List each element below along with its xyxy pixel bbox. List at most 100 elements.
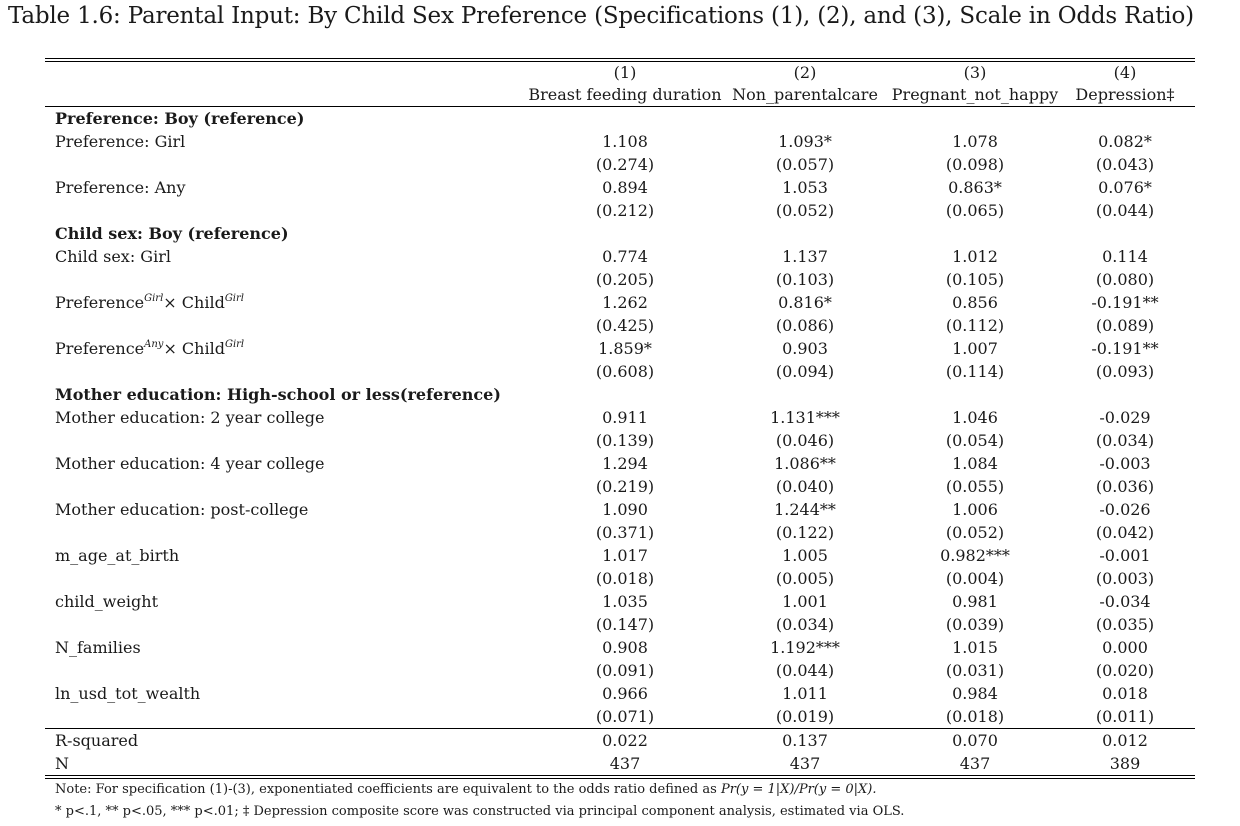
row-label: PreferenceAny× ChildGirl bbox=[45, 337, 525, 360]
coefficient-cell: 1.294 bbox=[602, 454, 648, 473]
row-label: Preference: Any bbox=[55, 178, 186, 197]
coefficient-cell: 1.137 bbox=[782, 247, 828, 266]
standard-error-cell: (0.005) bbox=[775, 569, 835, 588]
coefficient-cell: 0.908 bbox=[602, 638, 648, 657]
standard-error-cell: (0.044) bbox=[775, 661, 835, 680]
standard-error-cell: (0.043) bbox=[1095, 155, 1155, 174]
label-text: Preference bbox=[55, 339, 145, 358]
coefficient-cell: 1.244** bbox=[774, 500, 836, 519]
row-label: child_weight bbox=[55, 592, 158, 611]
standard-error-cell: (0.122) bbox=[775, 523, 835, 542]
coefficient-cell: 0.774 bbox=[602, 247, 648, 266]
coefficient-cell: 1.017 bbox=[602, 546, 648, 565]
regression-table: (1) (2) (3) (4) Breast feeding duration … bbox=[45, 58, 1195, 823]
standard-error-cell: (0.608) bbox=[595, 362, 655, 381]
standard-error-cell: (0.039) bbox=[945, 615, 1005, 634]
standard-error-cell: (0.003) bbox=[1095, 569, 1155, 588]
standard-error-cell: (0.054) bbox=[945, 431, 1005, 450]
coefficient-cell: 0.863* bbox=[948, 178, 1002, 197]
coefficient-cell: 0.981 bbox=[952, 592, 998, 611]
note-line-1: Note: For specification (1)-(3), exponen… bbox=[55, 779, 1195, 801]
standard-error-cell: (0.091) bbox=[595, 661, 655, 680]
coefficient-cell: 0.076* bbox=[1098, 178, 1152, 197]
coefficient-cell: -0.029 bbox=[1099, 408, 1151, 427]
coefficient-cell: 0.082* bbox=[1098, 132, 1152, 151]
column-name: Non_parentalcare bbox=[732, 85, 878, 104]
standard-error-cell: (0.018) bbox=[595, 569, 655, 588]
coefficient-cell: 1.046 bbox=[952, 408, 998, 427]
standard-error-cell: (0.036) bbox=[1095, 477, 1155, 496]
coefficient-row: Mother education: post-college 1.090 1.244… bbox=[45, 498, 1195, 521]
standard-error-cell: (0.046) bbox=[775, 431, 835, 450]
coefficient-cell: 1.131*** bbox=[770, 408, 840, 427]
standard-error-cell: (0.019) bbox=[775, 707, 835, 726]
column-name: Pregnant_not_happy bbox=[891, 85, 1059, 104]
column-number: (3) bbox=[963, 63, 987, 82]
coefficient-row: Child sex: Girl 0.774 1.137 1.012 0.114 bbox=[45, 245, 1195, 268]
section-label: Mother education: High-school or less(re… bbox=[55, 385, 501, 404]
coefficient-cell: -0.191** bbox=[1091, 339, 1159, 358]
bottom-double-rule bbox=[45, 775, 1195, 779]
section-header-row: Preference: Boy (reference) bbox=[45, 107, 1195, 130]
column-number: (2) bbox=[793, 63, 817, 82]
coefficient-cell: 1.262 bbox=[602, 293, 648, 312]
standard-error-row: (0.274) (0.057) (0.098) (0.043) bbox=[45, 153, 1195, 176]
table-caption: Table 1.6: Parental Input: By Child Sex … bbox=[8, 3, 1194, 29]
coefficient-row: Preference: Any 0.894 1.053 0.863* 0.076* bbox=[45, 176, 1195, 199]
coefficient-cell: 0.000 bbox=[1102, 638, 1148, 657]
standard-error-cell: (0.089) bbox=[1095, 316, 1155, 335]
note-formula: Pr(y = 1|X)/Pr(y = 0|X). bbox=[720, 782, 877, 797]
standard-error-cell: (0.052) bbox=[945, 523, 1005, 542]
coefficient-cell: -0.034 bbox=[1099, 592, 1151, 611]
standard-error-cell: (0.425) bbox=[595, 316, 655, 335]
coefficient-row: m_age_at_birth 1.017 1.005 0.982*** -0.001 bbox=[45, 544, 1195, 567]
header-names-row: Breast feeding duration Non_parentalcare… bbox=[45, 84, 1195, 106]
coefficient-cell: 1.012 bbox=[952, 247, 998, 266]
standard-error-cell: (0.011) bbox=[1095, 707, 1155, 726]
header-rule bbox=[45, 106, 1195, 107]
standard-error-row: (0.091) (0.044) (0.031) (0.020) bbox=[45, 659, 1195, 682]
standard-error-row: (0.608) (0.094) (0.114) (0.093) bbox=[45, 360, 1195, 383]
standard-error-cell: (0.034) bbox=[1095, 431, 1155, 450]
standard-error-cell: (0.071) bbox=[595, 707, 655, 726]
coefficient-cell: 1.108 bbox=[602, 132, 648, 151]
row-label: m_age_at_birth bbox=[55, 546, 180, 565]
standard-error-cell: (0.042) bbox=[1095, 523, 1155, 542]
coefficient-row: child_weight 1.035 1.001 0.981 -0.034 bbox=[45, 590, 1195, 613]
standard-error-cell: (0.219) bbox=[595, 477, 655, 496]
table-body: Preference: Boy (reference) Preference: G… bbox=[45, 107, 1195, 728]
statistic-cell: 0.137 bbox=[782, 731, 828, 750]
row-label: Mother education: 4 year college bbox=[55, 454, 325, 473]
coefficient-cell: 0.911 bbox=[602, 408, 648, 427]
coefficient-cell: 1.086** bbox=[774, 454, 836, 473]
coefficient-cell: 0.982*** bbox=[940, 546, 1010, 565]
label-superscript: Any bbox=[144, 339, 164, 350]
statistic-row: N 437 437 437 389 bbox=[45, 752, 1195, 775]
column-number: (4) bbox=[1113, 63, 1137, 82]
standard-error-cell: (0.065) bbox=[945, 201, 1005, 220]
coefficient-cell: 1.053 bbox=[782, 178, 828, 197]
label-text: Preference bbox=[55, 293, 145, 312]
standard-error-cell: (0.044) bbox=[1095, 201, 1155, 220]
statistic-cell: 389 bbox=[1109, 754, 1141, 773]
coefficient-cell: 1.005 bbox=[782, 546, 828, 565]
coefficient-row: Mother education: 2 year college 0.911 1.1… bbox=[45, 406, 1195, 429]
coefficient-cell: 1.078 bbox=[952, 132, 998, 151]
standard-error-cell: (0.114) bbox=[945, 362, 1005, 381]
standard-error-cell: (0.105) bbox=[945, 270, 1005, 289]
row-label: Mother education: post-college bbox=[55, 500, 309, 519]
standard-error-row: (0.212) (0.052) (0.065) (0.044) bbox=[45, 199, 1195, 222]
note-text: Note: For specification (1)-(3), exponen… bbox=[55, 782, 717, 797]
column-number: (1) bbox=[613, 63, 637, 82]
table-notes: Note: For specification (1)-(3), exponen… bbox=[45, 779, 1195, 823]
label-superscript: Girl bbox=[144, 293, 164, 304]
label-text: × Child bbox=[163, 293, 225, 312]
table-stats: R-squared 0.022 0.137 0.070 0.012 N 437 437 437 3… bbox=[45, 729, 1195, 775]
row-label: ln_usd_tot_wealth bbox=[55, 684, 201, 703]
coefficient-cell: 1.084 bbox=[952, 454, 998, 473]
standard-error-cell: (0.147) bbox=[595, 615, 655, 634]
standard-error-cell: (0.035) bbox=[1095, 615, 1155, 634]
coefficient-cell: 1.006 bbox=[952, 500, 998, 519]
coefficient-row: PreferenceAny× ChildGirl 1.859* 0.903 1.007… bbox=[45, 337, 1195, 360]
label-superscript: Girl bbox=[224, 339, 245, 350]
